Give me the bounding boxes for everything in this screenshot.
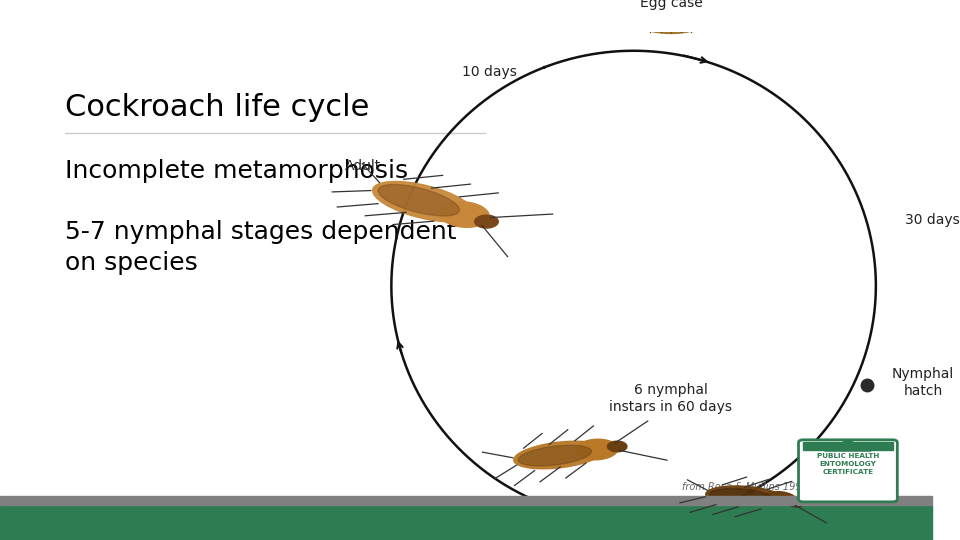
Ellipse shape [608, 441, 627, 452]
Text: 30 days: 30 days [905, 213, 960, 227]
Ellipse shape [518, 446, 591, 466]
Text: Cockroach life cycle: Cockroach life cycle [65, 92, 370, 122]
Text: Incomplete metamorphosis: Incomplete metamorphosis [65, 159, 408, 183]
Ellipse shape [760, 492, 797, 509]
Text: from Rosa & Mullins 1995: from Rosa & Mullins 1995 [683, 482, 808, 491]
Ellipse shape [576, 439, 618, 460]
Ellipse shape [372, 181, 474, 222]
Text: 10 days: 10 days [462, 65, 516, 79]
Bar [0, 505, 932, 540]
Text: Adult: Adult [345, 159, 381, 173]
Ellipse shape [378, 185, 460, 216]
Polygon shape [825, 440, 872, 451]
Text: 6 nymphal
instars in 60 days: 6 nymphal instars in 60 days [610, 383, 732, 414]
Text: Egg case: Egg case [639, 0, 703, 10]
Bar [804, 442, 893, 450]
Text: Nymphal
hatch: Nymphal hatch [892, 367, 954, 397]
Ellipse shape [514, 441, 605, 469]
Text: PUBLIC HEALTH
ENTOMOLOGY
CERTIFICATE: PUBLIC HEALTH ENTOMOLOGY CERTIFICATE [817, 453, 879, 475]
Ellipse shape [709, 489, 774, 505]
Ellipse shape [440, 202, 490, 227]
Ellipse shape [638, 12, 704, 33]
FancyBboxPatch shape [799, 440, 898, 502]
Ellipse shape [706, 486, 785, 509]
Text: 5-7 nymphal stages dependent
on species: 5-7 nymphal stages dependent on species [65, 220, 457, 275]
Ellipse shape [788, 498, 805, 507]
Ellipse shape [474, 215, 498, 228]
Bar [0, 496, 932, 505]
